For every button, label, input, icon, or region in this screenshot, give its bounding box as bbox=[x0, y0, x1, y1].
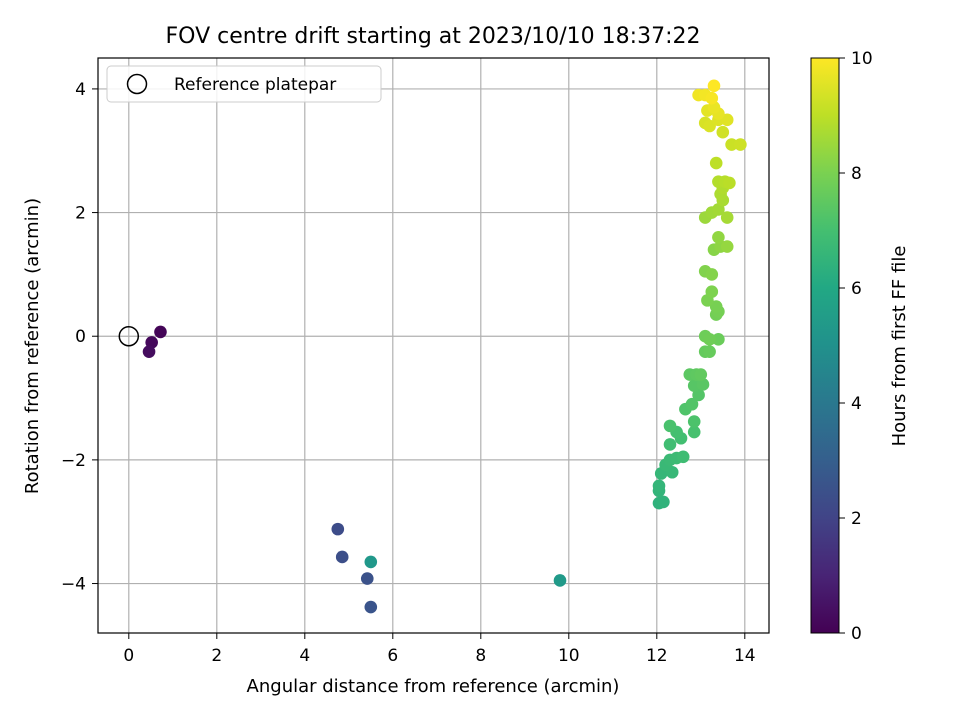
colorbar-tick-label: 8 bbox=[851, 164, 862, 184]
x-axis-ticks: 0 2 4 6 8 10 12 14 bbox=[123, 633, 756, 666]
data-point bbox=[364, 555, 378, 569]
data-point bbox=[703, 119, 716, 133]
x-tick-label: 8 bbox=[475, 646, 486, 666]
colorbar: 0 2 4 6 8 10 Hours from first FF file bbox=[810, 49, 910, 644]
data-point bbox=[712, 231, 725, 244]
data-point bbox=[142, 345, 156, 358]
data-point bbox=[712, 333, 725, 346]
data-point bbox=[687, 415, 701, 428]
data-point bbox=[720, 113, 734, 127]
data-point bbox=[709, 300, 723, 313]
reference-platepar-marker bbox=[118, 325, 140, 347]
data-point bbox=[723, 176, 736, 190]
data-point bbox=[676, 450, 690, 464]
colorbar-label: Hours from first FF file bbox=[889, 246, 910, 447]
data-point bbox=[705, 285, 719, 299]
data-point bbox=[154, 325, 167, 339]
data-point bbox=[687, 425, 701, 439]
data-point bbox=[652, 479, 666, 493]
grid-lines bbox=[98, 58, 769, 633]
data-point bbox=[705, 268, 719, 281]
data-point bbox=[705, 91, 719, 105]
data-point bbox=[720, 240, 734, 253]
colorbar-tick-label: 10 bbox=[851, 49, 873, 69]
data-point bbox=[696, 378, 710, 391]
x-tick-label: 4 bbox=[299, 646, 310, 666]
scatter-points bbox=[118, 79, 747, 614]
data-point bbox=[716, 125, 730, 139]
data-point bbox=[694, 368, 708, 381]
legend-box bbox=[106, 65, 382, 103]
data-point bbox=[335, 550, 349, 564]
data-point bbox=[685, 397, 699, 411]
x-tick-label: 6 bbox=[387, 646, 398, 666]
colorbar-ticks: 0 2 4 6 8 10 bbox=[839, 49, 873, 644]
legend: Reference platepar bbox=[106, 65, 382, 103]
x-tick-label: 14 bbox=[734, 646, 756, 666]
y-tick-label: 4 bbox=[75, 80, 86, 100]
legend-marker-reference bbox=[126, 73, 148, 95]
x-tick-label: 0 bbox=[123, 646, 134, 666]
colorbar-tick-label: 4 bbox=[851, 394, 862, 414]
y-axis-ticks: −4 −2 0 2 4 bbox=[61, 80, 98, 595]
data-point bbox=[360, 572, 374, 585]
y-axis-label: Rotation from reference (arcmin) bbox=[22, 198, 43, 494]
colorbar-tick-label: 0 bbox=[851, 624, 862, 644]
plot-frame bbox=[97, 57, 770, 634]
data-point bbox=[364, 600, 378, 614]
data-point bbox=[331, 522, 345, 536]
data-point bbox=[725, 138, 738, 151]
colorbar-tick-label: 6 bbox=[851, 279, 862, 299]
y-tick-label: −2 bbox=[61, 451, 86, 471]
x-tick-label: 12 bbox=[646, 646, 668, 666]
data-point bbox=[734, 138, 747, 151]
y-tick-label: −4 bbox=[61, 575, 86, 595]
data-point bbox=[707, 79, 721, 93]
data-point bbox=[657, 495, 670, 509]
x-tick-label: 2 bbox=[211, 646, 222, 666]
colorbar-tick-label: 2 bbox=[851, 509, 862, 529]
y-tick-label: 0 bbox=[75, 327, 86, 347]
chart-title: FOV centre drift starting at 2023/10/10 … bbox=[166, 24, 701, 49]
data-point bbox=[720, 211, 734, 224]
data-point bbox=[553, 574, 567, 587]
data-point bbox=[663, 419, 677, 433]
data-point bbox=[709, 156, 723, 170]
y-tick-label: 2 bbox=[75, 204, 86, 224]
data-point bbox=[703, 333, 716, 346]
data-point bbox=[703, 345, 716, 358]
x-axis-label: Angular distance from reference (arcmin) bbox=[247, 676, 620, 697]
colorbar-gradient bbox=[810, 57, 840, 634]
data-point bbox=[663, 438, 677, 451]
legend-entry-reference: Reference platepar bbox=[174, 75, 336, 95]
x-tick-label: 10 bbox=[558, 646, 580, 666]
